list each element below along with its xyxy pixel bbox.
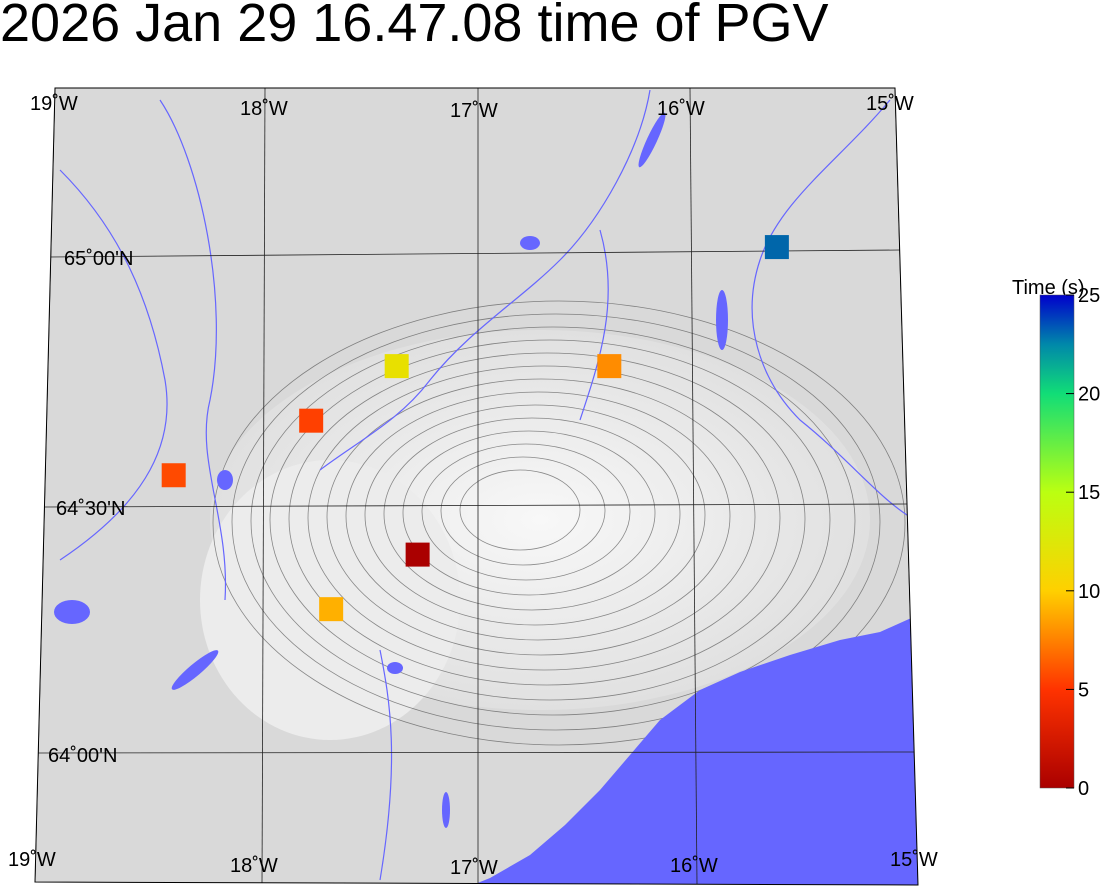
contour-line (364, 404, 706, 626)
station-marker (405, 542, 430, 567)
colorbar-tick-label: 10 (1078, 581, 1100, 603)
lat-label: 65˚00'N (64, 248, 133, 270)
contour-line (288, 352, 806, 686)
lon-label: 19˚W (30, 93, 78, 115)
rivers (59, 89, 916, 881)
station-marker (299, 408, 324, 433)
lat-label: 64˚00'N (48, 745, 117, 767)
contour-line (231, 313, 881, 731)
lon-label: 15˚W (890, 849, 938, 871)
lon-label: 18˚W (240, 98, 288, 120)
lon-label: 16˚W (657, 98, 705, 120)
contour-line (212, 300, 906, 746)
station-marker (597, 354, 622, 379)
colorbar-tick-label: 25 (1078, 285, 1100, 307)
station-marker (161, 463, 186, 488)
map-frame (34, 87, 919, 886)
lat-label: 64˚30'N (56, 498, 125, 520)
lon-label: 19˚W (8, 849, 56, 871)
lon-label: 18˚W (230, 855, 278, 877)
lat-labels: 65˚00'N 64˚30'N 64˚00'N (48, 248, 133, 767)
lon-labels-bottom: 19˚W 18˚W 17˚W 16˚W 15˚W (8, 849, 938, 879)
colorbar-tick-label: 5 (1078, 679, 1089, 701)
station-marker (384, 354, 409, 379)
colorbar-scale (1039, 294, 1075, 789)
contour-line (421, 443, 631, 581)
lon-labels-top: 19˚W 18˚W 17˚W 16˚W 15˚W (30, 93, 914, 122)
colorbar-tick-label: 15 (1078, 482, 1100, 504)
colorbar-tick-label: 20 (1078, 384, 1100, 406)
stations (161, 235, 789, 622)
ocean (470, 615, 918, 885)
contour-line (459, 469, 581, 551)
contour-line (326, 378, 756, 656)
station-marker (319, 597, 344, 622)
colorbar: Time (s) 0 5 10 15 20 25 (1012, 277, 1100, 800)
lakes (54, 112, 728, 828)
lon-label: 15˚W (866, 93, 914, 115)
lon-label: 17˚W (450, 857, 498, 879)
contour-line (307, 365, 781, 671)
contour-line (345, 391, 731, 641)
colorbar-title: Time (s) (1012, 277, 1085, 299)
colorbar-tick-label: 0 (1078, 778, 1089, 800)
contour-line (269, 339, 831, 701)
contour-line (440, 456, 606, 566)
map-area (35, 88, 918, 885)
map-title: 2026 Jan 29 16.47.08 time of PGV (0, 0, 829, 53)
contour-line (250, 326, 856, 716)
contours (212, 300, 906, 746)
lon-label: 17˚W (450, 100, 498, 122)
contour-line (402, 430, 656, 596)
contour-line (383, 417, 681, 611)
lon-label: 16˚W (670, 855, 718, 877)
station-marker (764, 235, 789, 260)
